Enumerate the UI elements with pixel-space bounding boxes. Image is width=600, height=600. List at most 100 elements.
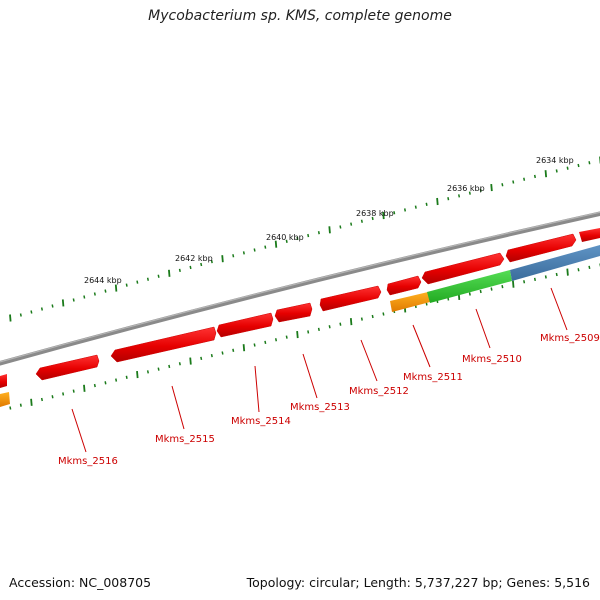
minor-tick	[189, 265, 192, 270]
minor-tick	[125, 375, 128, 379]
minor-tick	[274, 338, 278, 342]
minor-tick	[178, 362, 181, 366]
minor-tick	[328, 325, 331, 329]
minor-tick	[501, 284, 504, 289]
gene-arrow	[35, 354, 100, 381]
major-tick	[382, 212, 385, 220]
gene-block-orange-left	[0, 392, 10, 407]
minor-tick	[588, 161, 591, 165]
major-tick	[274, 240, 278, 248]
minor-tick	[9, 406, 12, 410]
minor-tick	[588, 265, 591, 270]
minor-tick	[360, 317, 363, 321]
minor-tick	[51, 395, 54, 399]
accession-text: Accession: NC_008705	[9, 575, 152, 590]
minor-tick	[30, 310, 33, 314]
gene-arrow	[319, 285, 382, 312]
minor-tick	[339, 225, 342, 229]
minor-tick	[393, 211, 396, 215]
backbone-highlight	[0, 211, 600, 363]
minor-tick	[501, 183, 504, 187]
tick-label-2638: 2638 kbp	[356, 209, 394, 218]
minor-tick	[232, 254, 235, 258]
minor-tick	[72, 298, 75, 302]
minor-tick	[264, 340, 267, 345]
gene-block-orange	[390, 292, 430, 312]
minor-tick	[414, 205, 417, 209]
genome-backbone	[0, 211, 600, 366]
minor-tick	[479, 188, 482, 192]
minor-tick	[555, 272, 558, 277]
minor-tick	[72, 389, 75, 393]
major-tick	[9, 314, 12, 322]
minor-tick	[307, 330, 310, 334]
minor-tick	[577, 163, 580, 168]
gene-label-mkms-2509: Mkms_2509	[540, 333, 600, 344]
gene-block-blue	[510, 245, 600, 281]
major-tick	[349, 318, 353, 326]
major-tick	[512, 280, 515, 288]
minor-tick	[371, 216, 374, 221]
leader-lines	[71, 287, 568, 453]
minor-tick	[157, 274, 160, 278]
major-tick	[490, 183, 493, 192]
minor-tick	[512, 180, 515, 184]
minor-tick	[40, 307, 44, 311]
minor-tick	[425, 202, 428, 206]
minor-tick	[178, 268, 181, 273]
gene-label-mkms-2511: Mkms_2511	[403, 372, 463, 383]
gene-label-mkms-2513: Mkms_2513	[290, 402, 350, 413]
minor-tick	[157, 367, 160, 371]
minor-tick	[371, 314, 374, 319]
minor-tick	[307, 233, 310, 238]
gene-arrow	[505, 233, 577, 263]
minor-tick	[19, 313, 22, 317]
minor-tick	[523, 280, 526, 284]
major-tick	[30, 398, 33, 406]
outer-tick-scale	[9, 156, 600, 322]
minor-tick	[382, 312, 385, 316]
major-tick	[168, 269, 171, 277]
major-tick	[566, 268, 569, 276]
major-tick	[83, 384, 86, 392]
major-tick	[61, 299, 65, 307]
major-tick	[436, 197, 439, 206]
minor-tick	[577, 268, 580, 272]
minor-tick	[253, 343, 256, 347]
minor-tick	[210, 259, 213, 264]
minor-tick	[468, 191, 471, 195]
minor-tick	[125, 283, 128, 287]
tick-label-2644: 2644 kbp	[84, 276, 122, 285]
major-tick	[114, 284, 118, 292]
minor-tick	[210, 354, 213, 358]
major-tick	[136, 371, 139, 379]
minor-tick	[40, 397, 44, 402]
major-tick	[296, 330, 299, 339]
minor-tick	[221, 351, 224, 355]
minor-tick	[93, 383, 96, 388]
minor-tick	[93, 292, 96, 296]
gene-label-mkms-2516: Mkms_2516	[58, 456, 118, 467]
minor-tick	[447, 197, 450, 201]
major-tick	[544, 170, 548, 178]
minor-tick	[104, 381, 107, 385]
minor-tick	[136, 280, 139, 284]
minor-tick	[146, 277, 149, 281]
gene-arrow	[216, 312, 274, 338]
minor-tick	[19, 403, 22, 407]
gene-arrow	[579, 228, 600, 242]
major-tick	[189, 357, 192, 365]
minor-tick	[200, 356, 203, 360]
minor-tick	[544, 275, 547, 279]
minor-tick	[533, 174, 536, 179]
minor-tick	[479, 289, 482, 294]
major-tick	[328, 226, 331, 234]
minor-tick	[168, 364, 171, 369]
minor-tick	[253, 248, 256, 252]
gene-label-mkms-2515: Mkms_2515	[155, 434, 215, 445]
minor-tick	[264, 245, 267, 249]
minor-tick	[285, 239, 288, 243]
minor-tick	[62, 392, 65, 396]
minor-tick	[490, 287, 493, 291]
